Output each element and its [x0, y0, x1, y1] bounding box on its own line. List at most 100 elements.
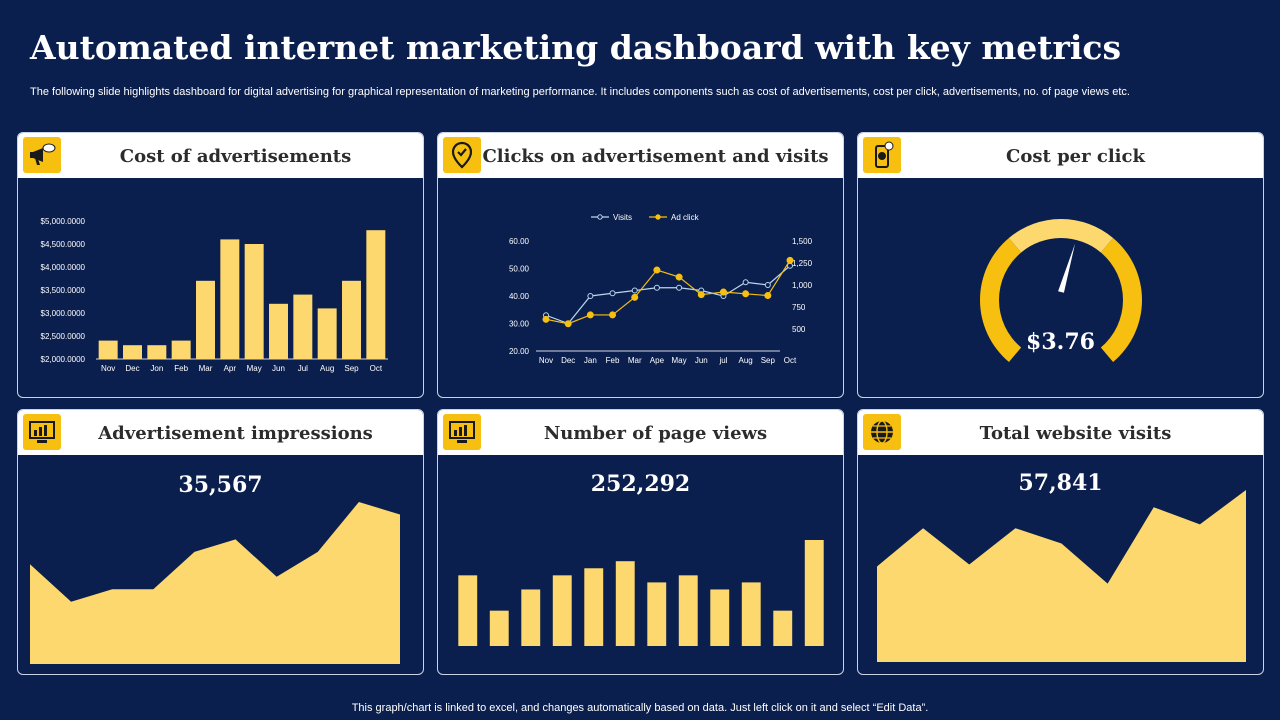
advertisement-impressions-panel: Advertisement impressions 35,567	[17, 409, 424, 675]
page-views-value: 252,292	[590, 471, 691, 497]
area-series	[877, 490, 1246, 662]
x-tick-label: Nov	[101, 364, 115, 373]
advertisement-impressions-value: 35,567	[178, 472, 263, 498]
y-tick-label: $4,500.0000	[41, 240, 86, 249]
y-tick-label: $2,500.0000	[41, 332, 86, 341]
mobile-dollar-icon	[863, 137, 901, 173]
y-tick-label: $4,000.0000	[41, 263, 86, 272]
right-y-tick-label: 750	[792, 303, 806, 312]
bar	[342, 280, 361, 359]
analytics-screen-icon	[443, 414, 481, 450]
bar	[147, 345, 167, 359]
panel-header	[438, 410, 843, 455]
data-point	[631, 287, 638, 294]
x-tick-label: Jan	[584, 356, 597, 365]
data-point	[676, 284, 683, 291]
bar	[458, 575, 478, 646]
bar	[521, 589, 541, 646]
total-website-visits-panel: Total website visits 57,841	[857, 409, 1264, 675]
data-point	[786, 256, 794, 264]
y-tick-label: $3,500.0000	[41, 286, 86, 295]
panel-title: Clicks on advertisement and visits	[482, 146, 829, 167]
right-y-tick-label: 500	[792, 325, 806, 334]
panel-title: Advertisement impressions	[98, 423, 373, 444]
series-line	[545, 265, 791, 325]
x-tick-label: Apr	[224, 364, 237, 373]
panel-title: Cost of advertisements	[119, 146, 352, 167]
x-tick-label: Mar	[199, 364, 213, 373]
right-y-tick-label: 1,000	[792, 281, 813, 290]
left-y-tick-label: 20.00	[509, 347, 530, 356]
bar	[584, 568, 604, 646]
cost-of-advertisements-panel: Cost of advertisements $2,000.0000 $2,500…	[17, 132, 424, 398]
clicks-visits-panel: Clicks on advertisement and visits 20.00…	[437, 132, 844, 398]
panel-header	[18, 133, 423, 178]
bar	[269, 303, 288, 359]
data-point	[653, 284, 660, 291]
panel-header	[858, 410, 1263, 455]
x-tick-label: May	[247, 364, 262, 373]
bar	[220, 239, 240, 359]
data-point	[586, 311, 594, 319]
data-point	[653, 266, 661, 274]
x-tick-label: May	[672, 356, 687, 365]
gauge-arc-left	[980, 237, 1022, 363]
bar	[773, 610, 793, 646]
left-y-tick-label: 30.00	[509, 320, 530, 329]
cost-per-click-gauge[interactable]	[858, 179, 1263, 397]
page-views-chart[interactable]	[438, 456, 843, 674]
legend-label: Ad click	[671, 213, 700, 222]
gauge-arc-right	[1100, 237, 1142, 363]
bar	[123, 345, 142, 359]
megaphone-icon	[23, 137, 61, 173]
data-point	[764, 282, 771, 288]
x-tick-label: Sep	[761, 356, 776, 365]
bar	[552, 575, 572, 646]
legend-marker	[597, 214, 603, 220]
x-tick-label: jul	[718, 356, 727, 365]
bar	[98, 340, 118, 359]
gauge-needle	[1058, 243, 1076, 293]
right-y-tick-label: 1,250	[792, 259, 813, 268]
cost-per-click-value: $3.76	[1026, 329, 1095, 355]
x-tick-label: Oct	[370, 364, 383, 373]
x-tick-label: Jun	[695, 356, 708, 365]
legend-marker	[655, 214, 661, 220]
cost-per-click-panel: Cost per click $3.76	[857, 132, 1264, 398]
cost-of-advertisements-chart[interactable]: $2,000.0000 $2,500.0000 $3,000.0000 $3,500.…	[18, 179, 423, 397]
data-point	[587, 293, 594, 299]
page-views-panel: Number of page views 252,292	[437, 409, 844, 675]
data-point	[675, 273, 683, 281]
x-tick-label: Jul	[298, 364, 308, 373]
advertisement-impressions-chart[interactable]	[18, 456, 423, 674]
x-tick-label: Dec	[125, 364, 139, 373]
data-point	[764, 292, 772, 300]
location-check-icon	[443, 137, 481, 173]
bar	[171, 340, 191, 359]
bar	[741, 582, 761, 646]
bar	[710, 589, 730, 646]
panel-header	[438, 133, 843, 178]
data-point	[697, 291, 705, 299]
x-tick-label: Feb	[606, 356, 620, 365]
panel-title: Cost per click	[1006, 146, 1145, 167]
bar	[293, 294, 313, 359]
total-website-visits-value: 57,841	[1018, 470, 1103, 496]
bar	[366, 230, 386, 359]
bar	[489, 610, 509, 646]
data-point	[609, 311, 617, 319]
bar	[615, 561, 635, 646]
bar	[244, 244, 264, 359]
bar	[317, 308, 337, 359]
total-website-visits-chart[interactable]	[858, 456, 1263, 674]
clicks-visits-chart[interactable]: 20.00 30.00 40.00 50.00 60.00 500 750 1,000 1,25…	[438, 179, 843, 397]
data-point	[609, 290, 616, 297]
x-tick-label: Jun	[272, 364, 285, 373]
x-tick-label: Mar	[628, 356, 642, 365]
y-tick-label: $5,000.0000	[41, 217, 86, 226]
data-point	[631, 293, 639, 301]
panel-header	[18, 410, 423, 455]
page-title: Automated internet marketing dashboard w…	[30, 28, 1122, 67]
gauge-arc-top	[1008, 219, 1114, 253]
x-tick-label: Dec	[561, 356, 575, 365]
